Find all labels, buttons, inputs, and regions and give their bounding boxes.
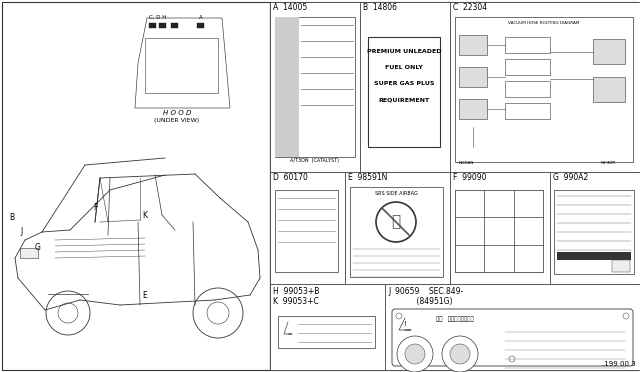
Bar: [514, 190, 543, 217]
Bar: [550, 172, 640, 284]
Bar: [484, 245, 514, 272]
Text: SUPER GAS PLUS: SUPER GAS PLUS: [374, 81, 435, 86]
Text: G  990A2: G 990A2: [553, 173, 588, 182]
Bar: [275, 17, 299, 157]
Bar: [360, 2, 450, 172]
Text: F: F: [93, 202, 97, 212]
Bar: [459, 99, 487, 119]
Bar: [275, 17, 355, 157]
Circle shape: [509, 356, 515, 362]
Bar: [20, 248, 38, 258]
FancyBboxPatch shape: [392, 309, 633, 366]
Circle shape: [46, 291, 90, 335]
Bar: [593, 39, 625, 64]
Text: 🚫: 🚫: [392, 215, 401, 230]
Circle shape: [207, 302, 229, 324]
Text: .199 00 3: .199 00 3: [602, 361, 636, 367]
Text: B  14806: B 14806: [363, 3, 397, 12]
Bar: [455, 245, 484, 272]
Bar: [593, 77, 625, 102]
Text: (UNDER VIEW): (UNDER VIEW): [154, 118, 200, 123]
Text: C  22304: C 22304: [453, 3, 487, 12]
Bar: [270, 2, 638, 370]
Bar: [159, 23, 166, 28]
Bar: [197, 23, 204, 28]
Bar: [149, 23, 156, 28]
Circle shape: [405, 344, 425, 364]
Circle shape: [58, 303, 78, 323]
Text: A  14005: A 14005: [273, 3, 307, 12]
Bar: [145, 38, 218, 93]
Text: E  98591N: E 98591N: [348, 173, 387, 182]
Circle shape: [450, 344, 470, 364]
Bar: [171, 23, 178, 28]
Circle shape: [397, 336, 433, 372]
Circle shape: [623, 313, 629, 319]
Polygon shape: [135, 18, 230, 108]
Text: (84951G): (84951G): [388, 297, 452, 306]
Circle shape: [376, 202, 416, 242]
Text: G: G: [35, 243, 41, 251]
Bar: [450, 2, 640, 172]
Bar: [455, 190, 543, 272]
Text: B: B: [10, 214, 15, 222]
Text: NISSAN: NISSAN: [459, 161, 474, 165]
Text: REQUIREMENT: REQUIREMENT: [378, 97, 429, 102]
Bar: [368, 37, 440, 147]
Text: E: E: [143, 291, 147, 299]
Text: 注意   トランスポート圧: 注意 トランスポート圧: [436, 317, 474, 322]
Circle shape: [193, 288, 243, 338]
Bar: [505, 37, 550, 53]
Text: K  99053+C: K 99053+C: [273, 297, 319, 306]
Text: C, D H: C, D H: [149, 15, 166, 20]
Text: VACUUM HOSE ROUTING DIAGRAM: VACUUM HOSE ROUTING DIAGRAM: [508, 21, 580, 25]
Bar: [385, 284, 640, 370]
Text: FUEL ONLY: FUEL ONLY: [385, 65, 423, 70]
Text: PREMIUM UNLEADED: PREMIUM UNLEADED: [367, 49, 441, 54]
Text: A: A: [199, 15, 203, 20]
Text: F  99090: F 99090: [453, 173, 486, 182]
Bar: [459, 35, 487, 55]
Bar: [514, 245, 543, 272]
Bar: [278, 316, 375, 348]
Text: D  60170: D 60170: [273, 173, 308, 182]
Bar: [270, 172, 345, 284]
Bar: [455, 190, 484, 217]
Text: J: J: [21, 228, 23, 237]
Bar: [345, 172, 450, 284]
Bar: [2, 2, 270, 370]
Bar: [270, 2, 360, 172]
Bar: [455, 217, 484, 245]
Text: H O O D: H O O D: [163, 110, 191, 116]
Text: SRS SIDE AIRBAG: SRS SIDE AIRBAG: [374, 191, 417, 196]
Bar: [557, 252, 631, 260]
Bar: [612, 260, 630, 272]
Text: K: K: [143, 211, 147, 219]
Bar: [270, 284, 385, 370]
Bar: [450, 172, 550, 284]
Bar: [455, 17, 633, 162]
Bar: [505, 81, 550, 97]
Bar: [514, 217, 543, 245]
Text: H  99053+B: H 99053+B: [273, 287, 319, 296]
Text: !: !: [404, 321, 406, 327]
Text: A/T3ON  (CATALYST): A/T3ON (CATALYST): [291, 158, 339, 163]
Bar: [459, 67, 487, 87]
Circle shape: [442, 336, 478, 372]
Bar: [484, 190, 514, 217]
Bar: [505, 103, 550, 119]
Bar: [350, 187, 443, 277]
Text: INFINITI: INFINITI: [600, 161, 616, 165]
Bar: [275, 190, 338, 272]
Circle shape: [396, 313, 402, 319]
Bar: [484, 217, 514, 245]
Bar: [505, 59, 550, 75]
Bar: [554, 190, 634, 274]
Text: J  90659    SEC.849-: J 90659 SEC.849-: [388, 287, 463, 296]
